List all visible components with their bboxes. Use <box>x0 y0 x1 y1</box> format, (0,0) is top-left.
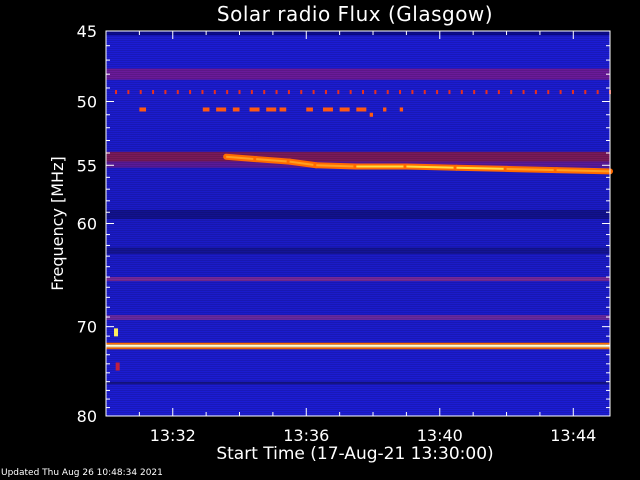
updated-timestamp: Updated Thu Aug 26 10:48:34 2021 <box>1 468 163 478</box>
interference-dash <box>339 107 350 112</box>
periodic-dot <box>460 90 463 95</box>
chart-title: Solar radio Flux (Glasgow) <box>216 2 494 26</box>
periodic-dot <box>436 90 439 95</box>
periodic-dot <box>152 90 155 95</box>
periodic-dot <box>448 90 451 95</box>
periodic-dot <box>423 90 426 95</box>
drifting-feature-core <box>256 158 290 163</box>
periodic-dot <box>176 90 179 95</box>
periodic-dot <box>312 90 315 95</box>
periodic-dot <box>263 90 266 95</box>
periodic-dot <box>386 90 389 95</box>
periodic-dot <box>250 90 253 95</box>
periodic-dot <box>510 90 513 95</box>
periodic-dot <box>164 90 167 95</box>
periodic-dot <box>571 90 574 95</box>
periodic-dot <box>287 90 290 95</box>
periodic-dot <box>411 90 414 95</box>
interference-dash <box>216 107 227 112</box>
interference-dash <box>279 107 287 112</box>
periodic-dot <box>213 90 216 95</box>
periodic-dot <box>201 90 204 95</box>
interference-dash <box>383 107 387 112</box>
drifting-feature-core <box>406 165 457 169</box>
periodic-dot <box>139 90 142 95</box>
periodic-dot <box>473 90 476 95</box>
periodic-dot <box>349 90 352 95</box>
periodic-dot <box>584 90 587 95</box>
x-tick-label: 13:44 <box>550 426 596 445</box>
periodic-dot <box>547 90 550 95</box>
interference-dash <box>266 107 277 112</box>
drifting-feature-core <box>316 164 357 168</box>
drifting-feature-core <box>506 167 557 172</box>
y-tick-label: 60 <box>77 215 97 234</box>
periodic-dot <box>497 90 500 95</box>
interference-dash <box>249 107 260 112</box>
interference-dash <box>202 107 210 112</box>
interference-dash <box>356 107 367 112</box>
periodic-dot <box>115 90 118 95</box>
axes: 45 50 55 60 70 80 13:32 13:36 13:40 13:44 Frequenc… <box>48 22 611 445</box>
y-axis-label: Frequency [MHz] <box>48 156 67 290</box>
interference-dash <box>232 107 240 112</box>
x-tick-label: 13:32 <box>150 426 196 445</box>
interference-dash <box>399 107 404 112</box>
scanline-texture <box>106 31 610 416</box>
x-axis-label: Start Time (17-Aug-21 13:30:00) <box>216 444 494 464</box>
interference-dash <box>139 107 147 112</box>
periodic-dot <box>559 90 562 95</box>
emission-spot <box>114 328 119 337</box>
emission-spot <box>115 362 120 371</box>
periodic-dot <box>374 90 377 95</box>
periodic-dot <box>337 90 340 95</box>
periodic-dot <box>226 90 229 95</box>
y-tick-label: 45 <box>77 22 97 41</box>
drifting-feature-core <box>456 166 507 170</box>
drifting-feature-core <box>226 155 257 161</box>
y-tick-label: 50 <box>77 93 97 112</box>
periodic-dot <box>596 90 599 95</box>
periodic-dot <box>127 90 130 95</box>
drifting-feature-core <box>556 169 611 173</box>
periodic-dot <box>238 90 241 95</box>
periodic-dot <box>275 90 278 95</box>
periodic-dot <box>362 90 365 95</box>
periodic-dot <box>399 90 402 95</box>
interference-dash <box>322 107 333 112</box>
y-tick-label: 80 <box>77 407 97 426</box>
periodic-dot <box>189 90 192 95</box>
interference-dash <box>306 107 313 112</box>
periodic-dot <box>300 90 303 95</box>
x-tick-label: 13:36 <box>283 426 329 445</box>
y-tick-label: 55 <box>77 156 97 175</box>
plot-area <box>106 31 613 416</box>
x-tick-label: 13:40 <box>417 426 463 445</box>
periodic-dot <box>324 90 327 95</box>
y-tick-label: 70 <box>77 318 97 337</box>
interference-dash <box>369 112 374 117</box>
periodic-dot <box>485 90 488 95</box>
drifting-feature-core <box>289 160 317 167</box>
periodic-dot <box>522 90 525 95</box>
periodic-dot <box>534 90 537 95</box>
